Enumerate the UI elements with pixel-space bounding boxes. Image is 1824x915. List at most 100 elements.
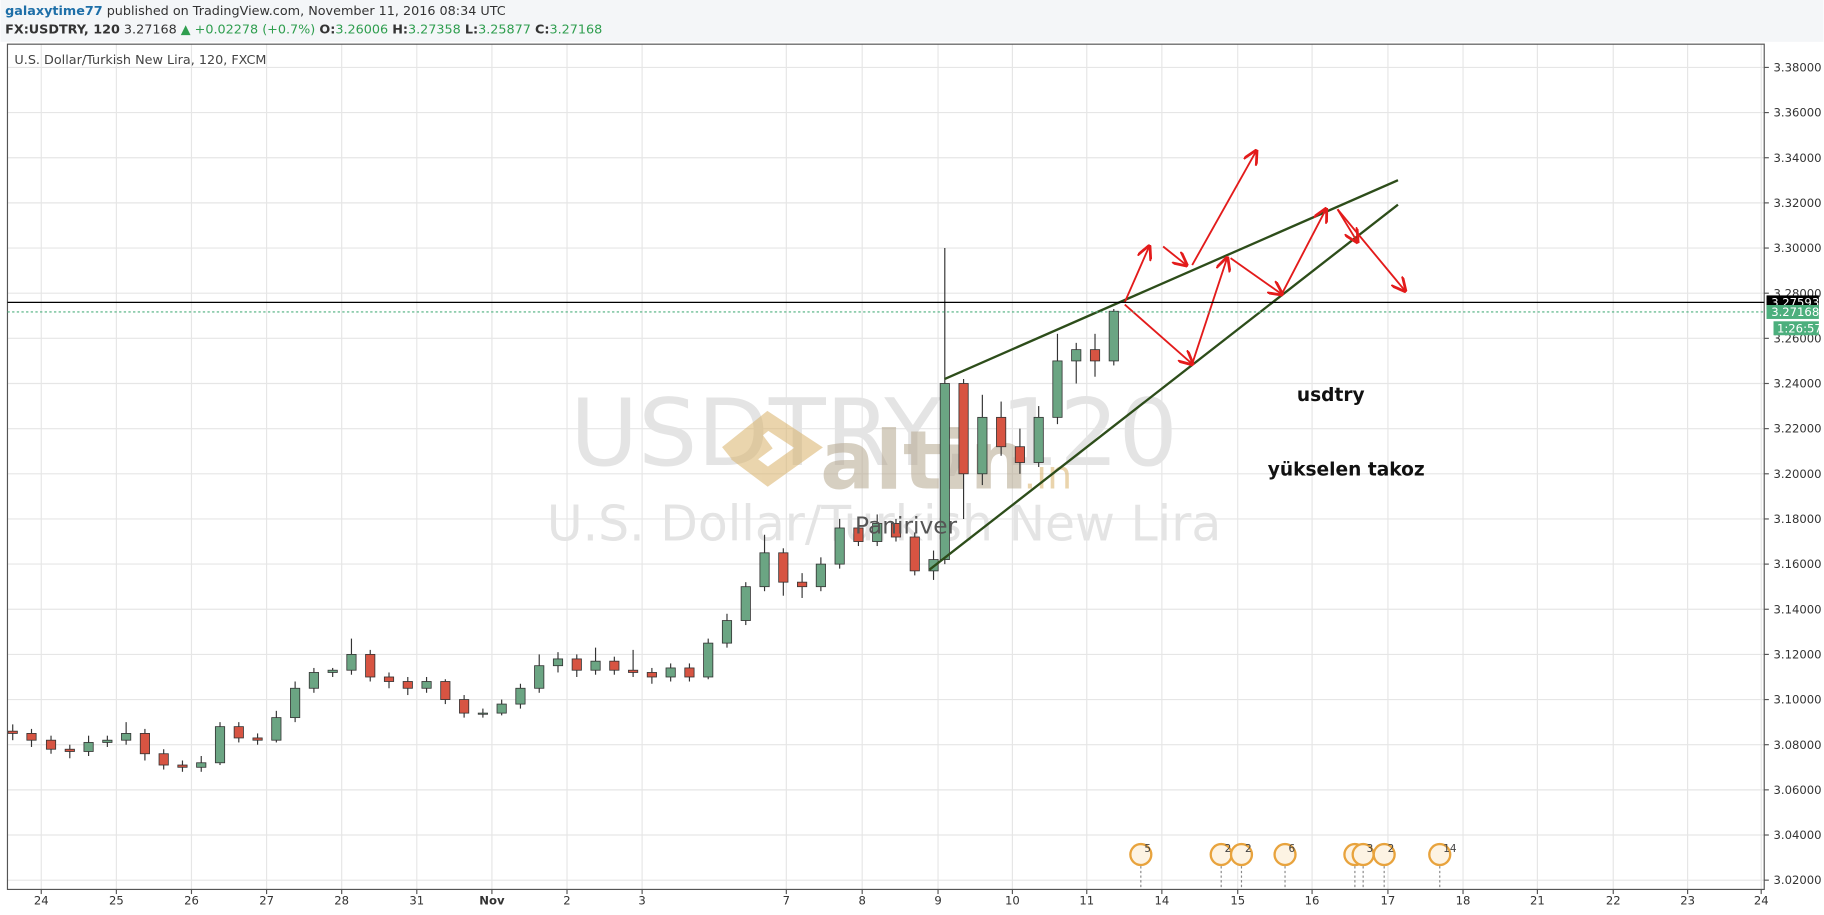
candle-body (778, 552, 789, 583)
x-tick-label: 28 (334, 894, 349, 908)
candle-body (703, 642, 714, 678)
arrow (1336, 208, 1405, 290)
candle-body (158, 753, 169, 766)
candle-body (759, 552, 770, 588)
candle-body (271, 717, 282, 741)
candle-body (1108, 310, 1119, 362)
candle-body (909, 536, 920, 572)
event-icon (1372, 842, 1396, 867)
candle-body (83, 742, 94, 752)
watermark: USDTRY, 120 (570, 379, 1178, 487)
x-tick-label: 14 (1154, 894, 1169, 908)
y-tick-label: 3.24000 (1774, 377, 1822, 391)
candle-body (815, 563, 826, 588)
candle-body (327, 669, 338, 673)
candle-body (383, 676, 395, 682)
arrow (1162, 245, 1186, 265)
x-tick-label: 25 (109, 894, 124, 908)
y-tick-label: 3.34000 (1774, 151, 1822, 165)
logo: altin.in (722, 410, 1072, 508)
plot-frame (6, 43, 1765, 891)
ohlc-label: C: (535, 23, 549, 38)
candle-body (958, 383, 969, 475)
candle-body (214, 726, 226, 764)
y-tick-label: 3.30000 (1774, 241, 1822, 255)
arrow (1191, 151, 1256, 266)
y-tick-label: 3.18000 (1774, 512, 1822, 526)
countdown-bg (1773, 321, 1819, 336)
candle-body (552, 658, 564, 667)
candle-body (402, 681, 413, 689)
y-tick-label: 3.36000 (1774, 106, 1822, 120)
ohlc-value: 3.27358 (408, 23, 461, 38)
annotation: usdtry (1297, 385, 1365, 406)
y-tick-label: 3.16000 (1774, 557, 1822, 571)
candle-body (45, 739, 57, 750)
x-tick-label: 11 (1079, 894, 1094, 908)
candle-body (252, 737, 263, 741)
candle-body (1014, 446, 1025, 463)
event-icon (1129, 842, 1153, 867)
x-tick-label: 9 (934, 894, 941, 908)
candle-body (346, 653, 357, 671)
candle-body (872, 523, 883, 542)
y-tick-label: 3.04000 (1774, 828, 1822, 842)
x-tick-label: 2 (563, 894, 570, 908)
x-tick-label: 24 (1754, 894, 1769, 908)
y-tick-label: 3.08000 (1774, 738, 1822, 752)
y-tick-label: 3.14000 (1774, 602, 1822, 616)
candle-body (308, 672, 319, 689)
ohlc-value: 3.26006 (335, 23, 388, 38)
arrow (1191, 258, 1227, 365)
published: published on TradingView.com, November 1… (107, 4, 506, 19)
countdown: 1:26:57 (1777, 321, 1822, 335)
annotation: yükselen takoz (1268, 460, 1425, 481)
event-label: 2 (1388, 843, 1395, 855)
x-tick-label: 3 (638, 894, 645, 908)
ohlc-label: L: (465, 23, 478, 38)
header-bg (0, 0, 1824, 42)
candle-body (64, 748, 75, 752)
annotation: Paniriver (855, 513, 958, 540)
author[interactable]: galaxytime77 (5, 4, 103, 19)
candle-body (834, 527, 845, 565)
candle-body (996, 416, 1007, 448)
x-tick-label: 23 (1680, 894, 1695, 908)
candle-body (721, 620, 733, 644)
candle-body (477, 712, 488, 715)
candle-body (196, 762, 207, 768)
event-label: 6 (1289, 843, 1296, 855)
event-icon (1229, 842, 1254, 867)
candle-body (102, 739, 113, 743)
ohlc-value: 3.27168 (549, 23, 602, 38)
candle-body (177, 764, 188, 768)
candle-body (440, 681, 451, 700)
candle-body (853, 527, 864, 542)
y-tick-label: 3.20000 (1774, 467, 1822, 481)
candle-body (665, 667, 676, 678)
candle-body (571, 658, 582, 671)
x-tick-label: 21 (1530, 894, 1545, 908)
svg-text:altin: altin (820, 413, 1028, 508)
candle-body (977, 416, 988, 475)
x-tick-label: 18 (1456, 894, 1471, 908)
price-label-bg (1766, 304, 1819, 319)
watermark-subtitle: U.S. Dollar/Turkish New Lira (547, 496, 1221, 553)
x-tick-label: 26 (184, 894, 199, 908)
symbol: FX:USDTRY, 120 (5, 23, 120, 38)
candle-body (646, 672, 657, 678)
x-tick-label: 27 (259, 894, 274, 908)
event-icon (1428, 842, 1452, 867)
candle-body (939, 383, 950, 560)
x-tick-label: 8 (858, 894, 865, 908)
arrow (1280, 209, 1326, 295)
y-tick-label: 3.10000 (1774, 693, 1822, 707)
x-tick-label: 16 (1305, 894, 1320, 908)
y-tick-label: 3.06000 (1774, 783, 1822, 797)
last: 3.27168 (124, 23, 177, 38)
candle-body (365, 653, 376, 678)
candle-body (26, 733, 37, 741)
ohlc-label: H: (392, 23, 408, 38)
arrow (1123, 246, 1149, 303)
